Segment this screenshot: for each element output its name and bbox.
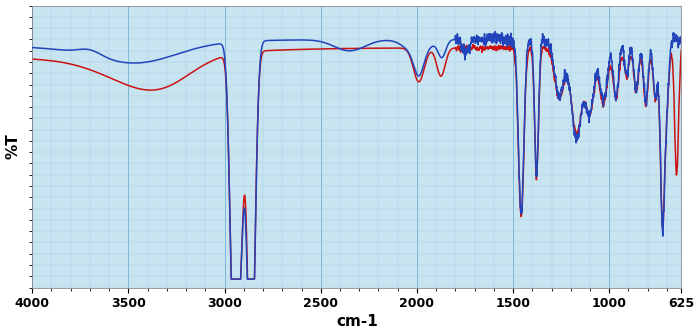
Y-axis label: %T: %T	[6, 134, 20, 159]
X-axis label: cm-1: cm-1	[336, 315, 378, 329]
